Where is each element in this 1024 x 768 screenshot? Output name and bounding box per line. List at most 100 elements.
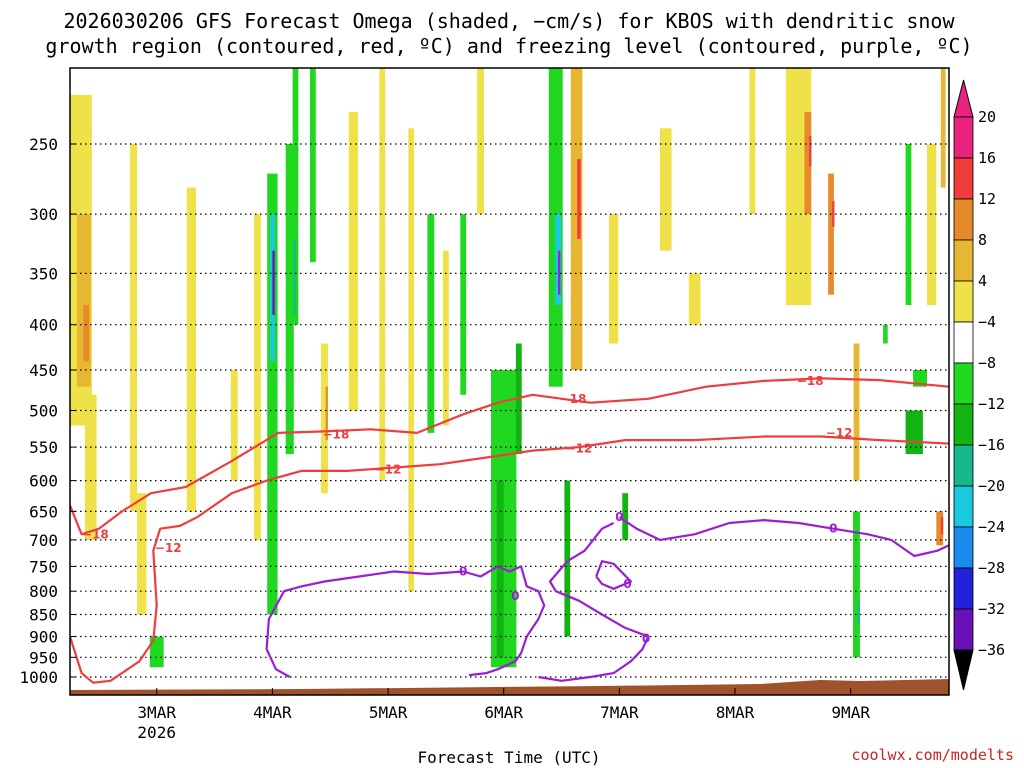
colorbar-label-11: −28 xyxy=(978,559,1005,577)
x-tick-label-7MAR: 7MAR xyxy=(600,703,639,722)
colorbar-label-2: 12 xyxy=(978,190,996,208)
colorbar-under-arrow xyxy=(953,649,974,691)
omega-cell-54 xyxy=(940,517,944,535)
contour-label-freezing-a-1: 0 xyxy=(511,589,519,603)
omega-cell-5 xyxy=(137,493,147,615)
omega-cell-36 xyxy=(622,493,629,540)
colorbar-label-1: 16 xyxy=(978,149,996,167)
y-tick-label-650: 650 xyxy=(29,502,58,521)
colorbar-label-12: −32 xyxy=(978,600,1005,618)
omega-cell-3 xyxy=(85,394,97,540)
contour-line-dgz-minus12 xyxy=(70,435,949,684)
chart-title-line2: growth region (contoured, red, ºC) and f… xyxy=(45,34,972,58)
colorbar-box-0 xyxy=(953,116,974,159)
contour-label-dgz-minus12-1: −12 xyxy=(375,463,402,477)
omega-cell-17 xyxy=(321,343,328,494)
omega-cell-48 xyxy=(883,324,888,344)
y-tick-label-450: 450 xyxy=(29,361,58,380)
y-tick-label-550: 550 xyxy=(29,438,58,457)
omega-cell-38 xyxy=(688,273,701,325)
omega-cell-35 xyxy=(609,214,619,344)
x-tick-label-4MAR: 4MAR xyxy=(253,703,292,722)
colorbar-label-13: −36 xyxy=(978,641,1005,659)
omega-cell-31 xyxy=(558,250,561,295)
colorbar-box-6 xyxy=(953,362,974,405)
omega-cell-53 xyxy=(936,511,944,546)
colorbar-box-3 xyxy=(953,239,974,282)
omega-cell-52 xyxy=(927,144,937,305)
contour-line-dgz-minus18 xyxy=(70,377,949,536)
omega-cell-46 xyxy=(853,511,860,658)
colorbar-label-5: −4 xyxy=(978,313,996,331)
y-tick-label-850: 850 xyxy=(29,606,58,625)
omega-cell-8 xyxy=(230,370,238,481)
contour-label-freezing-a-0: 0 xyxy=(459,565,467,579)
x-tick-label-8MAR: 8MAR xyxy=(716,703,755,722)
y-tick-label-900: 900 xyxy=(29,628,58,647)
x-tick-label-9MAR: 9MAR xyxy=(831,703,870,722)
contour-label-freezing-d-1: 0 xyxy=(829,522,837,536)
omega-cell-55 xyxy=(940,68,946,188)
colorbar: 20 16 12 8 4 −4 −8 −12 −16 −20 −24 −28 −32 −36 xyxy=(953,79,1005,691)
x-tick-year-label: 2026 xyxy=(137,723,176,742)
plot-area: −18 −18 −18 −18 −12 −12 −12 −12 0 0 0 0 0 0 xyxy=(70,68,949,695)
terrain-surface xyxy=(70,679,949,695)
y-tick-label-700: 700 xyxy=(29,531,58,550)
omega-cell-6 xyxy=(149,636,164,668)
y-tick-label-600: 600 xyxy=(29,472,58,491)
omega-cell-45 xyxy=(853,343,860,481)
colorbar-label-4: 4 xyxy=(978,272,987,290)
omega-cell-24 xyxy=(460,214,467,395)
contour-label-dgz-minus18-2: −18 xyxy=(560,392,587,406)
y-tick-label-500: 500 xyxy=(29,402,58,421)
contour-label-dgz-minus18-0: −18 xyxy=(82,527,109,541)
colorbar-box-8 xyxy=(953,444,974,487)
contour-label-freezing-d-0: 0 xyxy=(615,510,623,524)
omega-cell-19 xyxy=(348,111,358,411)
omega-cell-37 xyxy=(659,128,672,251)
y-tick-label-250: 250 xyxy=(29,135,58,154)
omega-cell-42 xyxy=(809,136,812,167)
contours: −18 −18 −18 −18 −12 −12 −12 −12 0 0 0 0 0 0 xyxy=(70,374,949,684)
omega-cell-22 xyxy=(427,214,435,433)
omega-cell-21 xyxy=(408,128,415,592)
contour-line-freezing-b xyxy=(538,522,650,682)
colorbar-box-1 xyxy=(953,157,974,200)
colorbar-over-arrow xyxy=(953,79,974,118)
source-credit: coolwx.com/modelts xyxy=(851,746,1014,764)
colorbar-label-8: −16 xyxy=(978,436,1005,454)
omega-cell-43 xyxy=(828,173,834,295)
contour-line-freezing-a xyxy=(265,565,546,678)
colorbar-box-2 xyxy=(953,198,974,241)
contour-label-dgz-minus12-2: −12 xyxy=(566,442,593,456)
omega-cell-20 xyxy=(379,68,386,481)
x-tick-label-5MAR: 5MAR xyxy=(369,703,408,722)
omega-cell-15 xyxy=(293,238,296,315)
contour-line-freezing-c xyxy=(595,560,633,590)
colorbar-box-11 xyxy=(953,567,974,610)
omega-cell-33 xyxy=(570,68,583,370)
omega-cell-34 xyxy=(577,159,581,239)
omega-cell-47 xyxy=(857,600,860,624)
colorbar-label-0: 20 xyxy=(978,108,996,126)
omega-cell-14 xyxy=(292,68,299,325)
y-tick-label-950: 950 xyxy=(29,648,58,667)
y-tick-label-800: 800 xyxy=(29,582,58,601)
colorbar-box-7 xyxy=(953,403,974,446)
omega-cell-32 xyxy=(564,480,571,637)
omega-cell-26 xyxy=(491,370,517,668)
omega-cell-41 xyxy=(804,111,812,215)
y-tick-label-750: 750 xyxy=(29,557,58,576)
omega-cell-10 xyxy=(267,173,278,615)
y-axis: 250 300 350 400 450 500 550 600 650 700 750 800 850 9… xyxy=(19,135,76,687)
omega-cell-12 xyxy=(272,250,275,315)
contour-label-freezing-c-0: 0 xyxy=(623,577,631,591)
omega-cell-9 xyxy=(253,214,261,540)
contour-label-dgz-minus18-1: −18 xyxy=(323,427,350,441)
x-tick-label-3MAR: 3MAR xyxy=(137,703,176,722)
colorbar-box-9 xyxy=(953,485,974,528)
omega-cell-13 xyxy=(285,144,294,455)
y-tick-label-400: 400 xyxy=(29,316,58,335)
contour-line-freezing-d xyxy=(618,516,949,558)
omega-cell-18 xyxy=(325,386,328,441)
